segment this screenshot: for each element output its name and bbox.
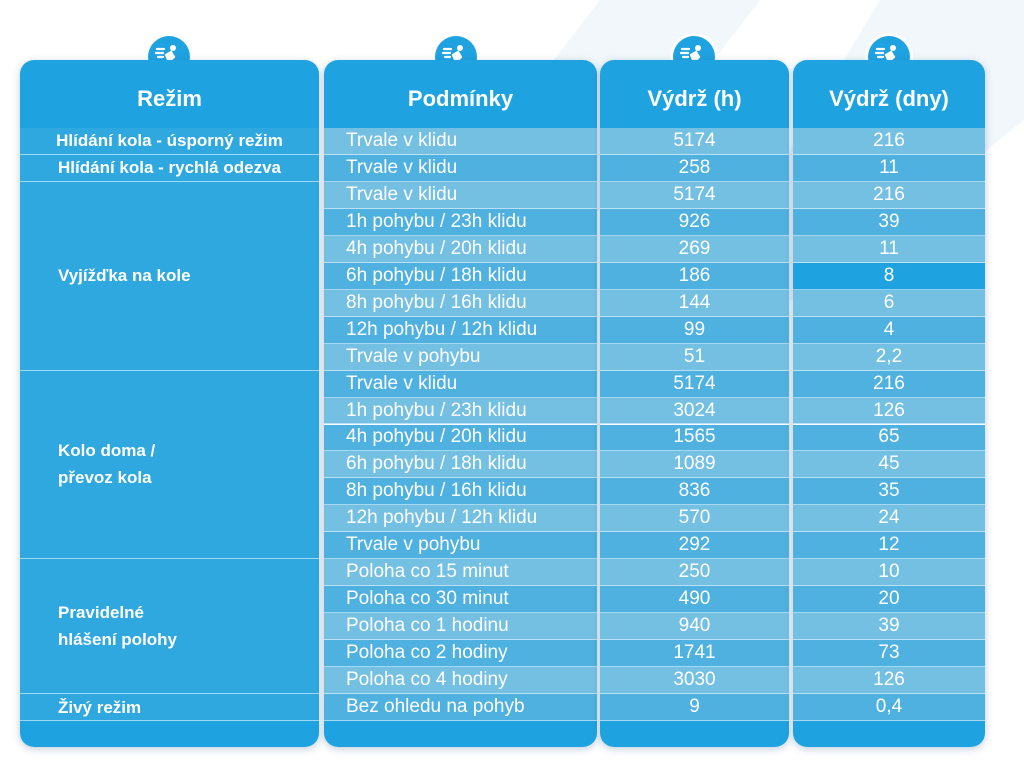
condition-cell: Trvale v pohybu xyxy=(324,343,597,371)
hours-cell: 1565 xyxy=(600,424,789,452)
condition-cell: Bez ohledu na pohyb xyxy=(324,694,597,721)
condition-cell: 6h pohybu / 18h klidu xyxy=(324,262,597,290)
endurance-days-header: Výdrž (dny) xyxy=(793,60,985,128)
days-cell: 24 xyxy=(793,505,985,533)
days-cell: 39 xyxy=(793,208,985,236)
hours-cell: 99 xyxy=(600,316,789,344)
days-cell: 20 xyxy=(793,586,985,614)
column-footer xyxy=(600,721,789,747)
days-cell: 6 xyxy=(793,289,985,317)
condition-cell: Poloha co 4 hodiny xyxy=(324,667,597,695)
hours-cell: 836 xyxy=(600,478,789,506)
mode-label: Vyjížďka na kole xyxy=(58,266,191,286)
endurance-days-column: Výdrž (dny) 216 11 216 39 11 8 6 4 2,2 216 126 65 45… xyxy=(793,60,985,747)
condition-cell: Trvale v klidu xyxy=(324,370,597,398)
endurance-hours-cells: 5174 258 5174 926 269 186 144 99 51 5174 3024 1565 1… xyxy=(600,128,789,721)
days-cell: 35 xyxy=(793,478,985,506)
mode-label: převoz kola xyxy=(58,468,152,488)
condition-cell: 1h pohybu / 23h klidu xyxy=(324,208,597,236)
conditions-cells: Trvale v klidu Trvale v klidu Trvale v kli… xyxy=(324,128,597,721)
days-cell: 10 xyxy=(793,559,985,587)
mode-cell: Hlídání kola - úsporný režim xyxy=(20,128,319,155)
mode-header: Režim xyxy=(20,60,319,128)
condition-cell: 12h pohybu / 12h klidu xyxy=(324,316,597,344)
condition-cell: 8h pohybu / 16h klidu xyxy=(324,289,597,317)
mode-cell: Živý režim xyxy=(20,694,319,721)
days-cell: 2,2 xyxy=(793,343,985,371)
mode-label: Kolo doma / xyxy=(58,441,156,461)
hours-cell: 570 xyxy=(600,505,789,533)
condition-cell: Poloha co 30 minut xyxy=(324,586,597,614)
days-cell: 126 xyxy=(793,397,985,425)
days-cell: 12 xyxy=(793,532,985,560)
condition-cell: Trvale v klidu xyxy=(324,154,597,182)
hours-cell: 51 xyxy=(600,343,789,371)
condition-cell: 1h pohybu / 23h klidu xyxy=(324,397,597,425)
condition-cell: Poloha co 2 hodiny xyxy=(324,640,597,668)
condition-cell: 12h pohybu / 12h klidu xyxy=(324,505,597,533)
hours-cell: 5174 xyxy=(600,128,789,155)
days-cell: 73 xyxy=(793,640,985,668)
column-footer xyxy=(793,721,985,747)
hours-cell: 3024 xyxy=(600,397,789,425)
hours-cell: 5174 xyxy=(600,370,789,398)
hours-cell: 926 xyxy=(600,208,789,236)
days-cell: 0,4 xyxy=(793,694,985,721)
days-cell: 45 xyxy=(793,451,985,479)
mode-label: Hlídání kola - úsporný režim xyxy=(56,130,283,150)
days-cell: 11 xyxy=(793,235,985,263)
days-cell: 4 xyxy=(793,316,985,344)
conditions-header: Podmínky xyxy=(324,60,597,128)
endurance-hours-header: Výdrž (h) xyxy=(600,60,789,128)
days-cell: 216 xyxy=(793,181,985,209)
mode-cell: Hlídání kola - rychlá odezva xyxy=(20,154,319,182)
condition-cell: 4h pohybu / 20h klidu xyxy=(324,235,597,263)
days-cell: 216 xyxy=(793,128,985,155)
mode-cell: Kolo doma / převoz kola xyxy=(20,370,319,560)
mode-label: Pravidelné xyxy=(58,603,144,623)
hours-cell: 292 xyxy=(600,532,789,560)
hours-cell: 258 xyxy=(600,154,789,182)
mode-label: Živý režim xyxy=(58,697,142,717)
mode-cell: Vyjížďka na kole xyxy=(20,181,319,371)
condition-cell: Trvale v klidu xyxy=(324,128,597,155)
days-cell: 39 xyxy=(793,613,985,641)
mode-column: Režim Hlídání kola - úsporný režim Hlídán… xyxy=(20,60,319,747)
endurance-hours-column: Výdrž (h) 5174 258 5174 926 269 186 144 99 51 517… xyxy=(600,60,789,747)
condition-cell: Trvale v klidu xyxy=(324,181,597,209)
condition-cell: Poloha co 15 minut xyxy=(324,559,597,587)
hours-cell: 144 xyxy=(600,289,789,317)
column-footer xyxy=(324,721,597,747)
days-cell: 126 xyxy=(793,667,985,695)
days-cell: 216 xyxy=(793,370,985,398)
days-cell: 65 xyxy=(793,424,985,452)
hours-cell: 250 xyxy=(600,559,789,587)
days-cell: 11 xyxy=(793,154,985,182)
mode-label: hlášení polohy xyxy=(58,630,178,650)
hours-cell: 9 xyxy=(600,694,789,721)
condition-cell: 8h pohybu / 16h klidu xyxy=(324,478,597,506)
condition-cell: Trvale v pohybu xyxy=(324,532,597,560)
endurance-days-cells: 216 11 216 39 11 8 6 4 2,2 216 126 65 45 35 24 12 10 20 39… xyxy=(793,128,985,721)
condition-cell: 4h pohybu / 20h klidu xyxy=(324,424,597,452)
hours-cell: 186 xyxy=(600,262,789,290)
mode-label: Hlídání kola - rychlá odezva xyxy=(58,157,281,177)
mode-cells: Hlídání kola - úsporný režim Hlídání kola… xyxy=(20,128,319,721)
hours-cell: 5174 xyxy=(600,181,789,209)
hours-cell: 3030 xyxy=(600,667,789,695)
hours-cell: 940 xyxy=(600,613,789,641)
hours-cell: 1741 xyxy=(600,640,789,668)
mode-cell: Pravidelné hlášení polohy xyxy=(20,559,319,695)
days-cell: 8 xyxy=(793,262,985,290)
hours-cell: 490 xyxy=(600,586,789,614)
hours-cell: 269 xyxy=(600,235,789,263)
condition-cell: 6h pohybu / 18h klidu xyxy=(324,451,597,479)
condition-cell: Poloha co 1 hodinu xyxy=(324,613,597,641)
column-footer xyxy=(20,721,319,747)
conditions-column: Podmínky Trvale v klidu Trvale v klidu Trv… xyxy=(324,60,597,747)
hours-cell: 1089 xyxy=(600,451,789,479)
